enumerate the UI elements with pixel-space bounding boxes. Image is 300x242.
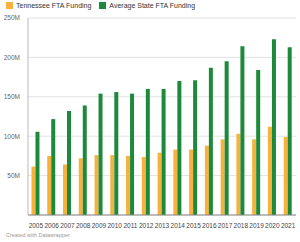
svg-text:2009: 2009 xyxy=(92,222,107,229)
svg-text:200M: 200M xyxy=(8,54,20,61)
svg-text:2019: 2019 xyxy=(249,222,264,229)
svg-text:2011: 2011 xyxy=(123,222,137,229)
svg-text:2014: 2014 xyxy=(171,222,186,229)
svg-text:2017: 2017 xyxy=(218,222,233,229)
svg-text:2013: 2013 xyxy=(155,222,170,229)
svg-text:2005: 2005 xyxy=(29,222,44,229)
svg-text:2010: 2010 xyxy=(107,222,122,229)
svg-text:2016: 2016 xyxy=(202,222,217,229)
svg-text:150M: 150M xyxy=(8,93,20,100)
html-text:Average State FTA Funding: Average State FTA Funding xyxy=(109,2,196,9)
svg-text:2020: 2020 xyxy=(265,222,280,229)
html-text:Created with Datawrapper: Created with Datawrapper xyxy=(6,232,70,238)
svg-text:2015: 2015 xyxy=(186,222,201,229)
svg-text:2006: 2006 xyxy=(44,222,59,229)
svg-text:50M: 50M xyxy=(8,172,20,179)
svg-text:2018: 2018 xyxy=(234,222,249,229)
svg-text:100M: 100M xyxy=(8,133,20,140)
svg-text:2021: 2021 xyxy=(281,222,292,229)
svg-text:2012: 2012 xyxy=(139,222,154,229)
svg-text:2008: 2008 xyxy=(76,222,91,229)
html-text:Tennessee FTA Funding: Tennessee FTA Funding xyxy=(16,2,92,9)
svg-text:250M: 250M xyxy=(8,14,20,21)
svg-text:2007: 2007 xyxy=(60,222,75,229)
